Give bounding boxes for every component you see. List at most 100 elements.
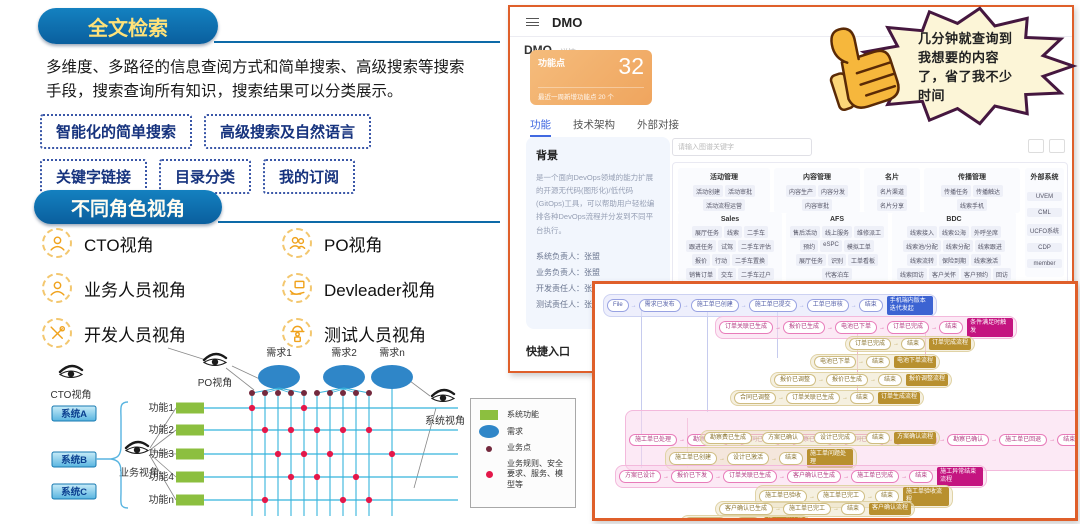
flow-node[interactable]: 勘察已确认: [947, 434, 990, 447]
flow-node[interactable]: 施工单已完成: [851, 470, 900, 483]
flow-node[interactable]: 施工单已创建: [669, 452, 718, 465]
toolbar-button[interactable]: [1028, 139, 1044, 153]
stat-card[interactable]: 服务/接口 90 最近一周新增接口 20 个: [664, 50, 786, 105]
graph-chip[interactable]: 跟进任务: [685, 240, 716, 252]
flow-node[interactable]: 勘察费已生成: [704, 432, 753, 445]
flow-endcap[interactable]: 报价调整流程: [906, 374, 949, 386]
flow-node[interactable]: 订单关联已生成: [786, 392, 841, 405]
flow-node[interactable]: 施工单已完工: [783, 503, 832, 516]
menu-icon[interactable]: [526, 18, 539, 26]
flow-endcap[interactable]: 方案确认流程: [894, 432, 937, 444]
flow-node[interactable]: 结束: [866, 432, 891, 445]
flow-node[interactable]: 需求已发布: [638, 299, 681, 312]
flow-endcap[interactable]: 电池下单流程: [894, 356, 937, 368]
graph-chip[interactable]: 传播触达: [973, 185, 1004, 197]
graph-chip[interactable]: 客户关怀: [928, 268, 959, 280]
flow-node[interactable]: 结束: [866, 356, 891, 369]
graph-chip[interactable]: 活动流程运营: [702, 199, 745, 211]
flow-node[interactable]: 结束: [858, 299, 883, 312]
graph-chip[interactable]: 展厅任务: [691, 226, 722, 238]
graph-chip[interactable]: 线索跟进: [974, 240, 1005, 252]
graph-chip[interactable]: CML: [1027, 208, 1062, 217]
flow-endcap[interactable]: 施工单验收流程: [903, 487, 950, 506]
flow-endcap[interactable]: 客户确认流程: [869, 503, 912, 515]
flow-node[interactable]: 订单已完成: [887, 321, 930, 334]
flow-node[interactable]: 结束: [850, 392, 875, 405]
flow-node[interactable]: 方案已设计: [619, 470, 662, 483]
graph-chip[interactable]: 二手车评估: [738, 240, 775, 252]
graph-chip[interactable]: 内容生产: [785, 185, 816, 197]
graph-chip[interactable]: 代客泊车: [821, 268, 852, 280]
graph-chip[interactable]: 线索池/分配: [903, 240, 941, 252]
flow-node[interactable]: 报价已下发: [671, 470, 714, 483]
flow-node[interactable]: 报价已调整: [774, 374, 817, 387]
flow-node[interactable]: 施工单已回退: [999, 434, 1048, 447]
flow-node[interactable]: 电池已下单: [835, 321, 878, 334]
graph-chip[interactable]: 传播任务: [940, 185, 971, 197]
graph-chip[interactable]: 线索手机: [956, 199, 987, 211]
graph-chip[interactable]: 报价: [691, 254, 710, 266]
flow-node[interactable]: 订单关联已生成: [723, 470, 778, 483]
flow-node[interactable]: 报价已下发: [684, 517, 727, 518]
graph-chip[interactable]: 名片分享: [876, 199, 907, 211]
graph-chip[interactable]: eSPC: [820, 240, 842, 252]
flow-node[interactable]: 结束: [901, 338, 926, 351]
flow-node[interactable]: 结束: [939, 321, 964, 334]
graph-chip[interactable]: 试驾: [717, 240, 736, 252]
flow-node[interactable]: 结束: [878, 374, 903, 387]
flow-node[interactable]: 结束: [1057, 434, 1075, 447]
flow-endcap[interactable]: 手机端内版本迭代发起: [886, 296, 933, 315]
graph-chip[interactable]: 回访: [993, 268, 1012, 280]
graph-chip[interactable]: UCFO系统: [1027, 224, 1062, 236]
graph-chip[interactable]: 交车: [717, 268, 736, 280]
flow-node[interactable]: 电池已下单: [814, 356, 857, 369]
graph-chip[interactable]: 线索接入: [906, 226, 937, 238]
graph-chip[interactable]: 售后活动: [789, 226, 820, 238]
flow-node[interactable]: 施工单已处理: [629, 434, 678, 447]
flow-node[interactable]: 方案已确认: [762, 432, 805, 445]
stat-card[interactable]: 功能点 32 最近一周新增功能点 20 个: [530, 50, 652, 105]
graph-chip[interactable]: 销售订单: [685, 268, 716, 280]
flow-node[interactable]: 设计已完成: [814, 432, 857, 445]
flow-node[interactable]: 设计已激活: [727, 452, 770, 465]
quick-entry-label[interactable]: 快捷入口: [526, 346, 570, 358]
graph-chip[interactable]: 外呼坐席: [971, 226, 1002, 238]
app-tab[interactable]: 技术架构: [573, 119, 615, 131]
graph-chip[interactable]: 二手车: [744, 226, 769, 238]
toolbar-button[interactable]: [1049, 139, 1065, 153]
graph-chip[interactable]: member: [1027, 259, 1062, 268]
flow-node[interactable]: 结束: [779, 452, 804, 465]
flow-node[interactable]: File: [607, 299, 629, 312]
graph-chip[interactable]: 预约: [800, 240, 819, 252]
graph-chip[interactable]: 线索流转: [906, 254, 937, 266]
flow-node[interactable]: 结束: [841, 503, 866, 516]
graph-chip[interactable]: 二手车过户: [738, 268, 775, 280]
flow-node[interactable]: 施工单已创建: [690, 299, 739, 312]
graph-chip[interactable]: 模拟工单: [843, 240, 874, 252]
graph-chip[interactable]: 行动: [711, 254, 730, 266]
flow-endcap[interactable]: 报价下发流程: [764, 517, 807, 518]
graph-chip[interactable]: 线索公海: [938, 226, 969, 238]
graph-chip[interactable]: 名片渠道: [876, 185, 907, 197]
graph-chip[interactable]: 识别: [827, 254, 846, 266]
graph-chip[interactable]: 保险到期: [938, 254, 969, 266]
flow-endcap[interactable]: 施工异常结束流程: [937, 467, 984, 486]
graph-chip[interactable]: 活动审批: [725, 185, 756, 197]
graph-chip[interactable]: 线索: [723, 226, 742, 238]
graph-chip[interactable]: 线索激活: [971, 254, 1002, 266]
app-tab[interactable]: 外部对接: [637, 119, 679, 131]
graph-chip[interactable]: 工单看板: [848, 254, 879, 266]
flow-node[interactable]: 订单已完成: [849, 338, 892, 351]
flow-node[interactable]: 工单已审核: [806, 299, 849, 312]
flow-node[interactable]: 报价已生成: [783, 321, 826, 334]
app-tab[interactable]: 功能: [530, 117, 551, 137]
flow-endcap[interactable]: 订单生成流程: [878, 392, 921, 404]
graph-chip[interactable]: CDP: [1027, 243, 1062, 252]
flow-node[interactable]: 结束: [736, 517, 761, 518]
graph-chip[interactable]: 展厅任务: [795, 254, 826, 266]
graph-chip[interactable]: 客户预约: [961, 268, 992, 280]
flow-node[interactable]: 客户确认已生成: [787, 470, 842, 483]
graph-chip[interactable]: 维修派工: [854, 226, 885, 238]
graph-chip[interactable]: 活动创建: [692, 185, 723, 197]
graph-chip[interactable]: 内容分发: [818, 185, 849, 197]
